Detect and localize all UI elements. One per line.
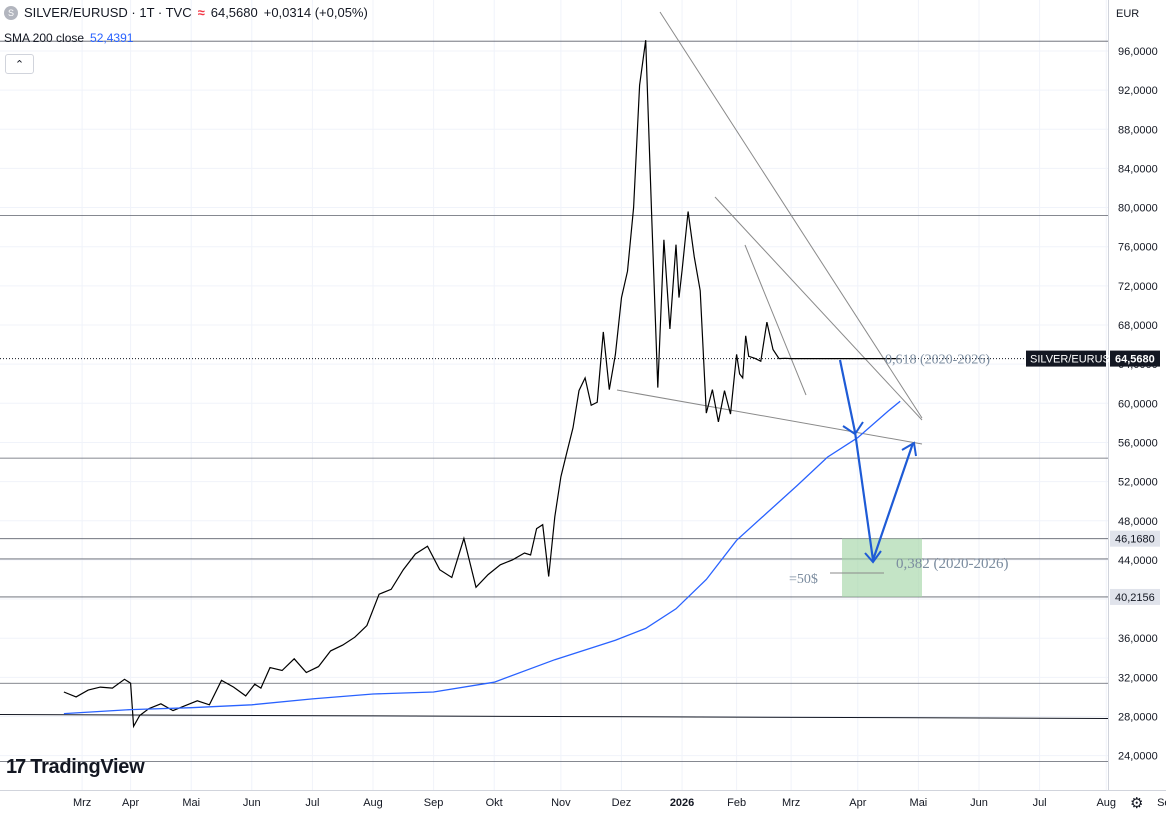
x-tick-label: Dez (612, 797, 632, 809)
y-tick-label: 96,0000 (1118, 46, 1158, 58)
x-tick-label: Sep (424, 797, 444, 809)
y-tick-label: 68,0000 (1118, 320, 1158, 332)
level-price-tag-text: 40,2156 (1115, 592, 1155, 604)
y-tick-label: 88,0000 (1118, 124, 1158, 136)
projection-arrow (838, 359, 915, 562)
x-tick-label: Okt (486, 797, 503, 809)
y-tick-label: 44,0000 (1118, 555, 1158, 567)
arrowhead (864, 550, 882, 564)
arrowhead (901, 441, 917, 457)
x-tick-label: Jul (1033, 797, 1047, 809)
x-tick-label: Mrz (73, 797, 91, 809)
tradingview-logo: 17 TradingView (6, 756, 145, 779)
symbol-price-tag (1026, 350, 1106, 367)
y-tick-label: 32,0000 (1118, 672, 1158, 684)
sma-label: SMA 200 close (4, 31, 85, 45)
chart-legend: S SILVER/EURUSD · 1T · TVC ≈ 64,5680 +0,… (4, 5, 368, 20)
x-tick-label: Mrz (782, 797, 800, 809)
trend-line (744, 244, 807, 396)
trend-line (714, 196, 923, 421)
level-price-tag-text: 46,1680 (1115, 534, 1155, 546)
time-scale (0, 790, 1108, 814)
y-tick-label: 52,0000 (1118, 477, 1158, 489)
current-price-tag-text: 64,5680 (1115, 354, 1155, 366)
sma-value: 52,4391 (90, 31, 134, 45)
y-tick-label: 80,0000 (1118, 203, 1158, 215)
current-price-tag (1110, 350, 1160, 367)
x-tick-label: Aug (1096, 797, 1116, 809)
fib-label-lower: 0,382 (2020-2026) (896, 556, 1009, 572)
x-tick-label: 2026 (670, 797, 694, 809)
tradingview-logo-icon: 17 (6, 756, 26, 778)
level-price-tag (1110, 530, 1160, 547)
x-tick-label: Feb (727, 797, 746, 809)
y-tick-label: 92,0000 (1118, 85, 1158, 97)
chevron-up-icon: ⌃ (14, 58, 25, 71)
silver-coin-icon: S (4, 5, 18, 20)
level-price-tag (1110, 588, 1160, 605)
x-tick-label: Mai (910, 797, 928, 809)
target-note: =50$ (789, 572, 818, 587)
price-line (63, 40, 901, 729)
y-tick-label: 56,0000 (1118, 437, 1158, 449)
y-tick-label: 24,0000 (1118, 751, 1158, 763)
price-change: +0,0314 (+0,05%) (263, 5, 368, 20)
y-tick-label: 36,0000 (1118, 633, 1158, 645)
x-tick-label: Jun (243, 797, 261, 809)
arrowhead (842, 421, 864, 436)
last-price: 64,5680 (210, 5, 258, 20)
x-tick-label: Jun (970, 797, 988, 809)
fib-label-upper: 0,618 (2020-2026) (885, 353, 990, 368)
sma-legend[interactable]: SMA 200 close 52,4391 (4, 31, 133, 45)
x-tick-label: Aug (363, 797, 383, 809)
wave-icon: ≈ (197, 5, 205, 20)
y-tick-label: 28,0000 (1118, 712, 1158, 724)
x-tick-label: Mai (182, 797, 200, 809)
logo-text: TradingView (30, 756, 145, 778)
trend-line (659, 11, 923, 419)
y-tick-label: 76,0000 (1118, 242, 1158, 254)
x-tick-label: Sep (1157, 797, 1166, 809)
x-tick-label: Nov (551, 797, 571, 809)
y-tick-label: 60,0000 (1118, 398, 1158, 410)
gear-icon[interactable]: ⚙ (1130, 795, 1144, 812)
trend-line (616, 389, 923, 445)
x-tick-label: Apr (122, 797, 139, 809)
symbol-price-tag-text: SILVER/EURUSD (1030, 354, 1118, 366)
x-tick-label: Jul (305, 797, 319, 809)
y-tick-label: 48,0000 (1118, 516, 1158, 528)
plot-area (0, 0, 1108, 790)
collapse-legend-button[interactable]: ⌃ (5, 54, 34, 74)
y-tick-label: 84,0000 (1118, 163, 1158, 175)
support-line (0, 714, 1109, 719)
sma-line (63, 400, 901, 715)
target-zone (842, 538, 922, 597)
symbol-label[interactable]: SILVER/EURUSD · 1T · TVC (24, 5, 192, 20)
x-tick-label: Apr (849, 797, 866, 809)
currency-label[interactable]: EUR (1116, 8, 1140, 20)
y-tick-label: 72,0000 (1118, 281, 1158, 293)
price-scale (1108, 0, 1166, 814)
